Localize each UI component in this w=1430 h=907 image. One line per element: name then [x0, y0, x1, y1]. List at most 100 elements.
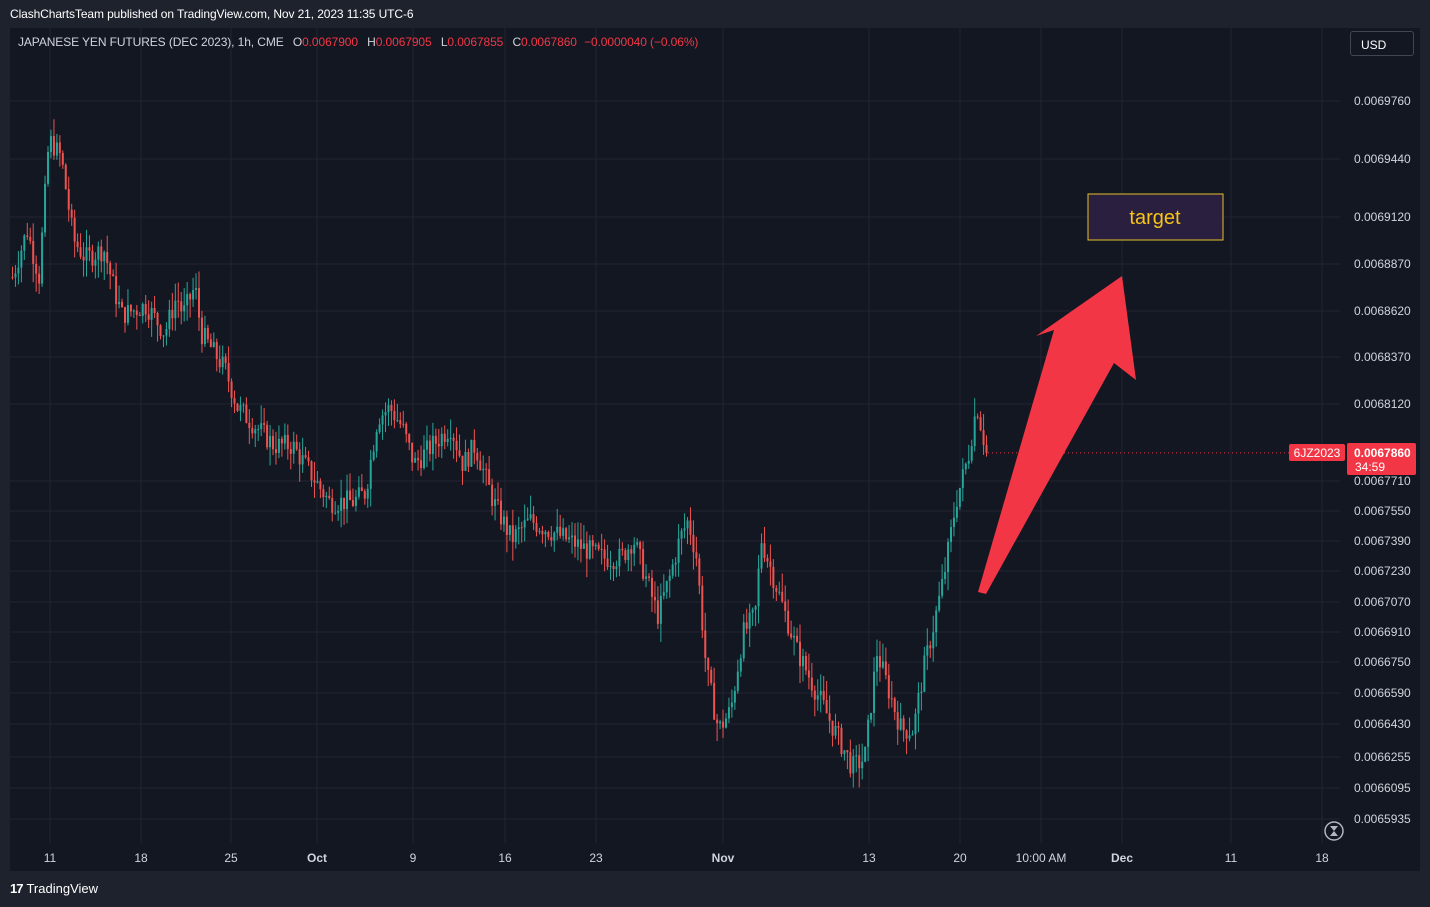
candle-body	[970, 446, 973, 461]
footer-bar: 17 TradingView	[0, 871, 1430, 907]
candle-body	[944, 572, 947, 580]
candle-body	[334, 512, 337, 514]
candle-body	[727, 707, 730, 719]
candle-body	[576, 539, 579, 547]
candle-body	[973, 416, 976, 447]
currency-button[interactable]: USD	[1350, 31, 1414, 56]
candle-body	[443, 433, 446, 442]
candle-body	[514, 529, 517, 543]
time-axis: 11 18 25 Oct 9 16 23 Nov 13 20 10:00 AM Dec 11 18	[44, 851, 1329, 865]
time-tick-label: 10:00 AM	[1016, 851, 1067, 865]
price-tick-label: 0.0068620	[1354, 304, 1411, 318]
candle-body	[488, 469, 491, 485]
candle-body	[884, 661, 887, 676]
candle-body	[932, 632, 935, 649]
candle-body	[751, 609, 754, 613]
candle-body	[123, 307, 126, 323]
candle-body	[707, 657, 710, 670]
chart-area[interactable]	[10, 28, 1420, 871]
candle-body	[668, 575, 671, 582]
candle-body	[434, 435, 437, 444]
candle-body	[701, 585, 704, 631]
candle-body	[378, 424, 381, 433]
candle-body	[156, 313, 159, 326]
candle-body	[479, 460, 482, 471]
candle-body	[103, 252, 106, 262]
candle-body	[203, 327, 206, 345]
candle-body	[828, 713, 831, 721]
candle-body	[650, 577, 653, 597]
candle-body	[526, 518, 529, 521]
candle-body	[671, 564, 674, 576]
candle-body	[100, 246, 103, 262]
candle-body	[115, 276, 118, 305]
candle-body	[295, 441, 298, 450]
candle-body	[147, 314, 150, 320]
candle-body	[760, 543, 763, 569]
candle-body	[653, 596, 656, 601]
candle-body	[793, 635, 796, 638]
candle-body	[150, 308, 153, 320]
candle-body	[331, 498, 334, 513]
candle-body	[659, 595, 662, 624]
candle-body	[778, 591, 781, 593]
candle-body	[618, 548, 621, 567]
candle-body	[310, 461, 313, 481]
candle-body	[955, 506, 958, 518]
candle-body	[138, 315, 141, 317]
candle-body	[630, 549, 633, 554]
candle-body	[867, 719, 870, 747]
candle-body	[354, 496, 357, 506]
candle-body	[686, 520, 689, 529]
time-tick-label: 11	[1225, 851, 1238, 865]
candle-body	[304, 455, 307, 458]
candle-body	[730, 702, 733, 708]
candle-body	[26, 235, 29, 237]
candle-body	[787, 610, 790, 634]
candle-body	[473, 439, 476, 453]
price-tick-label: 0.0066430	[1354, 717, 1411, 731]
candle-body	[947, 542, 950, 573]
price-tick-label: 0.0067550	[1354, 504, 1411, 518]
candle-body	[790, 633, 793, 638]
candlestick-series	[11, 119, 1345, 788]
candle-body	[55, 142, 58, 156]
candle-body	[195, 288, 198, 291]
high-label: H	[367, 35, 376, 49]
candle-body	[283, 434, 286, 444]
candle-body	[322, 489, 325, 498]
hourglass-icon[interactable]	[1324, 821, 1344, 841]
tradingview-logo[interactable]: 17 TradingView	[10, 881, 98, 896]
candle-body	[801, 655, 804, 667]
candle-body	[615, 566, 618, 570]
candle-body	[796, 635, 799, 642]
candle-body	[417, 458, 420, 461]
symbol-title: JAPANESE YEN FUTURES (DEC 2023), 1h, CME	[18, 35, 284, 49]
candle-body	[698, 558, 701, 586]
target-annotation[interactable]: target	[1087, 193, 1224, 241]
candle-body	[609, 566, 612, 568]
candle-body	[505, 516, 508, 535]
candle-body	[852, 755, 855, 774]
time-tick-label: 16	[498, 851, 512, 865]
publish-info: ClashChartsTeam published on TradingView…	[10, 7, 414, 21]
candle-body	[197, 288, 200, 318]
price-tick-label: 0.0066750	[1354, 655, 1411, 669]
candle-body	[17, 267, 20, 274]
tradingview-logo-mark: 17	[10, 881, 24, 896]
candle-body	[109, 263, 112, 275]
candle-body	[64, 164, 67, 190]
candle-body	[571, 535, 574, 538]
candle-body	[958, 488, 961, 507]
open-value: 0.0067900	[302, 35, 358, 49]
candle-body	[502, 516, 505, 525]
candle-body	[834, 726, 837, 736]
candle-body	[799, 641, 802, 667]
candle-body	[126, 305, 129, 323]
time-tick-label: 13	[862, 851, 876, 865]
candle-body	[689, 520, 692, 535]
candle-body	[648, 576, 651, 578]
candle-body	[929, 645, 932, 649]
candle-body	[239, 405, 242, 411]
